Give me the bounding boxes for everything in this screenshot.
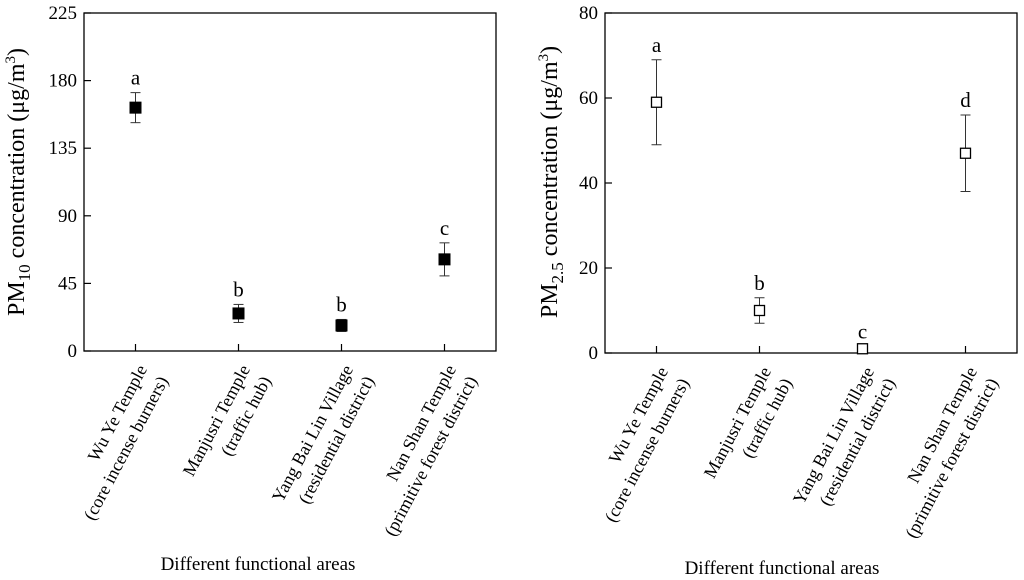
y-tick-label: 0 (589, 343, 599, 364)
significance-letter: a (131, 66, 141, 90)
x-category-label: Nan Shan Temple(primitive forest distric… (880, 363, 1003, 541)
significance-letter: c (858, 320, 867, 344)
y-tick-label: 180 (49, 71, 78, 92)
y-axis-label-part: 3 (3, 56, 19, 64)
significance-letter: b (336, 292, 347, 316)
y-tick-label: 20 (579, 258, 598, 279)
y-tick-label: 45 (58, 273, 77, 294)
data-point (959, 147, 972, 159)
y-tick-label: 135 (49, 138, 78, 159)
y-tick-label: 60 (579, 88, 598, 109)
x-category-label: Wu Ye Temple(core incense burners) (58, 361, 173, 523)
data-point (438, 253, 451, 266)
pm10-panel: 0 45 90 135 180 225 PM10 concentration (μg/m3)… (3, 3, 497, 575)
significance-letter: b (754, 271, 765, 295)
y-axis-label-part: PM (4, 281, 30, 316)
significance-letter: a (652, 33, 662, 57)
plot-frame (604, 12, 1018, 354)
significance-letter: b (233, 277, 244, 301)
data-point (856, 343, 869, 355)
x-axis-label: Different functional areas (685, 558, 880, 579)
y-tick-label: 80 (579, 3, 598, 24)
y-axis-label-part: 3 (536, 54, 552, 62)
x-category-label: Yang Bai Lin Village(residential distric… (789, 363, 900, 519)
data-point (335, 319, 348, 332)
y-axis-label-part: concentration (μg/m (4, 63, 30, 264)
x-axis-label: Different functional areas (161, 554, 356, 575)
data-point (232, 307, 245, 320)
y-axis-label-part: PM (537, 283, 563, 318)
y-axis-label-part: concentration (μg/m (537, 61, 563, 262)
y-axis-label-part: ) (537, 46, 563, 54)
data-point (753, 304, 766, 317)
x-category-label: Manjusri Temple(traffic hub) (700, 363, 797, 493)
y-axis-label-part: 10 (15, 264, 34, 281)
x-category-label: Yang Bai Lin Village(residential distric… (268, 361, 379, 517)
data-point (650, 96, 663, 108)
y-tick-label: 40 (579, 173, 598, 194)
y-tick-label: 90 (58, 206, 77, 227)
y-axis-label-part: 2.5 (548, 262, 567, 283)
y-axis-label: PM10 concentration (μg/m3) (3, 48, 34, 316)
x-category-label: Manjusri Temple(traffic hub) (179, 361, 276, 491)
x-category-label: Nan Shan Temple(primitive forest distric… (359, 361, 482, 539)
data-point (129, 101, 142, 114)
y-tick-label: 0 (68, 341, 78, 362)
y-tick-label: 225 (49, 3, 78, 24)
y-axis-label: PM2.5 concentration (μg/m3) (536, 46, 567, 318)
plot-frame (83, 12, 497, 352)
pm25-panel: 0 20 40 60 80 PM2.5 concentration (μg/m3) Wu Y… (536, 3, 1018, 579)
significance-letter: d (960, 88, 971, 112)
significance-letter: c (440, 216, 449, 240)
x-category-label: Wu Ye Temple(core incense burners) (579, 363, 694, 525)
y-axis-label-part: ) (4, 48, 30, 56)
